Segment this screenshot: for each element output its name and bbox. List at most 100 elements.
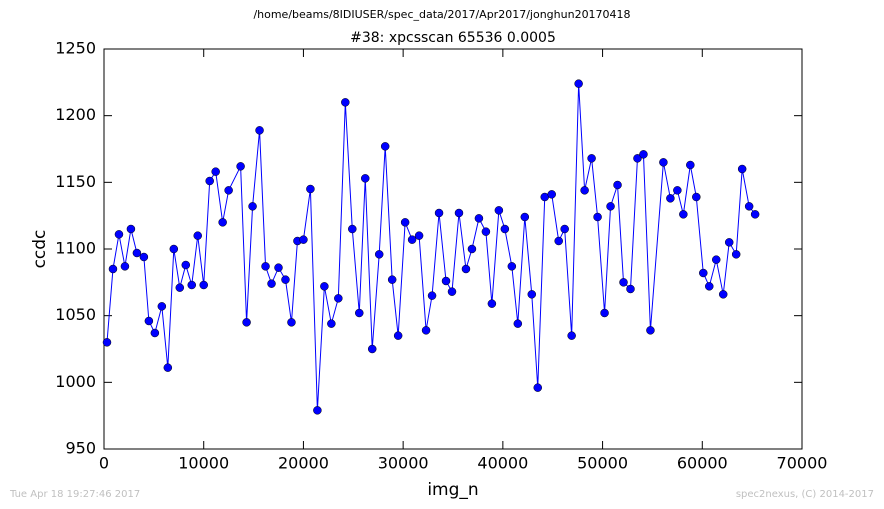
data-point	[474, 214, 484, 223]
data-point	[447, 287, 457, 296]
data-point	[313, 406, 322, 415]
data-point	[547, 190, 556, 199]
data-point	[441, 276, 451, 286]
x-tick-label: 20000	[278, 454, 329, 473]
data-point	[567, 331, 576, 340]
data-point	[434, 208, 444, 218]
data-point	[520, 212, 530, 222]
data-point	[533, 383, 543, 392]
y-tick-label: 1250	[55, 39, 96, 58]
y-tick-label: 950	[65, 439, 96, 458]
data-point	[507, 262, 517, 271]
data-point	[199, 280, 208, 290]
data-point	[299, 235, 308, 244]
x-tick-label: 10000	[178, 454, 229, 473]
data-point	[139, 252, 149, 262]
data-point	[613, 180, 622, 190]
x-tick-label: 60000	[677, 454, 728, 473]
data-point	[248, 202, 257, 211]
data-point	[619, 278, 628, 287]
y-tick-label: 1200	[55, 105, 96, 124]
data-point	[374, 250, 384, 259]
footer-timestamp: Tue Apr 18 19:27:46 2017	[9, 489, 140, 500]
y-tick-label: 1000	[55, 372, 96, 391]
data-point	[467, 244, 477, 254]
data-point	[150, 328, 160, 338]
data-point	[633, 154, 642, 163]
data-point	[327, 319, 336, 328]
data-point	[731, 250, 741, 259]
data-point	[193, 231, 202, 240]
data-point	[705, 282, 714, 291]
x-axis-label: img_n	[427, 480, 478, 500]
data-point	[211, 167, 220, 176]
data-point	[108, 264, 118, 274]
data-point	[718, 290, 728, 299]
x-tick-label: 0	[99, 454, 109, 473]
data-point	[224, 186, 233, 195]
data-point	[560, 224, 569, 234]
data-point	[494, 206, 504, 215]
data-point	[367, 344, 377, 354]
data-point	[287, 318, 296, 327]
data-point	[744, 202, 754, 211]
data-point	[737, 164, 747, 174]
data-point	[120, 262, 130, 271]
data-point	[500, 224, 510, 234]
footer-credit: spec2nexus, (C) 2014-2017	[736, 489, 874, 500]
data-point	[554, 236, 563, 246]
x-tick-label: 30000	[378, 454, 429, 473]
data-point	[454, 208, 464, 218]
data-point	[163, 363, 173, 372]
data-point	[711, 255, 721, 264]
data-point	[724, 238, 734, 247]
data-point	[187, 280, 196, 290]
data-point	[639, 150, 648, 159]
data-point	[414, 231, 424, 240]
y-tick-label: 1100	[55, 239, 96, 258]
data-point	[481, 227, 491, 236]
data-point	[587, 154, 596, 163]
data-point	[205, 176, 214, 186]
data-point	[169, 244, 179, 254]
data-point	[686, 160, 695, 170]
x-tick-label: 40000	[477, 454, 528, 473]
data-point	[626, 284, 635, 294]
data-point	[218, 218, 227, 227]
data-point	[574, 79, 583, 88]
data-point	[513, 319, 523, 328]
data-point	[380, 142, 390, 151]
data-point	[692, 192, 701, 202]
y-tick-label: 1050	[55, 305, 96, 324]
data-point	[144, 316, 154, 326]
data-point	[421, 326, 431, 335]
data-point	[679, 210, 688, 219]
data-point	[274, 263, 283, 272]
data-point	[181, 260, 191, 270]
data-point	[361, 174, 370, 183]
data-point	[267, 279, 276, 288]
data-point	[114, 230, 124, 239]
data-point	[261, 262, 270, 271]
data-point	[242, 318, 251, 327]
data-point	[126, 224, 136, 234]
data-point	[102, 338, 112, 347]
data-point	[132, 248, 142, 258]
data-point	[593, 212, 602, 222]
data-point	[659, 158, 668, 167]
data-point	[699, 268, 708, 278]
y-axis-label: ccdc	[30, 230, 50, 269]
data-point	[580, 186, 589, 195]
data-point	[673, 186, 682, 195]
data-point	[750, 210, 760, 219]
chart-title: #38: xpcsscan 65536 0.0005	[350, 30, 556, 46]
data-point	[175, 283, 185, 292]
data-point	[320, 282, 329, 291]
data-point	[527, 290, 537, 299]
data-point	[236, 162, 245, 171]
data-point	[461, 264, 471, 274]
data-point	[255, 126, 264, 135]
data-point	[157, 302, 167, 311]
